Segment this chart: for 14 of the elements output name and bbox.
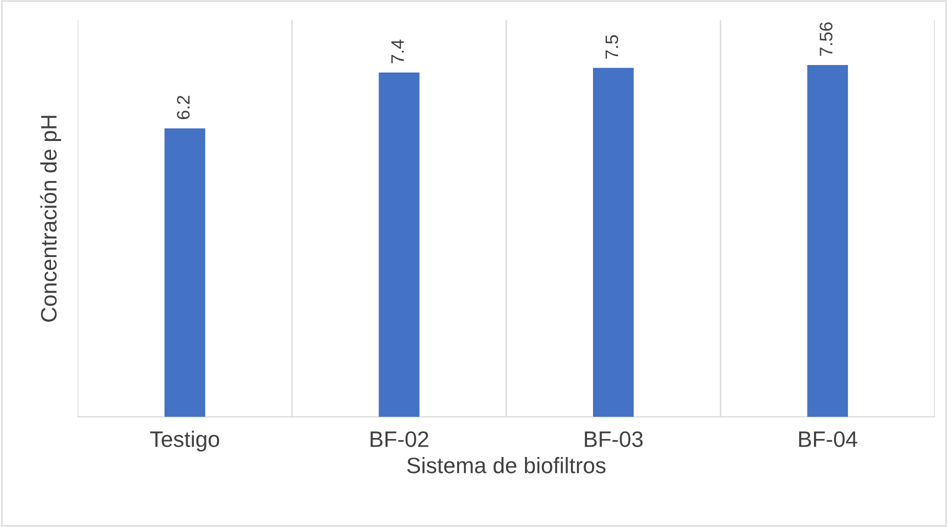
x-tick-label: BF-04: [799, 431, 858, 448]
y-axis-title: Concentración de pH: [40, 116, 62, 322]
x-axis-title: Sistema de biofiltros: [407, 457, 606, 474]
bar: [807, 65, 848, 417]
data-label: 6.2: [176, 96, 190, 120]
data-label: 7.56: [820, 22, 832, 56]
bar: [593, 68, 634, 417]
bar: [164, 128, 206, 417]
x-tick-label: BF-03: [584, 431, 643, 448]
x-tick-label: BF-02: [370, 431, 428, 448]
data-label: 7.4: [391, 40, 404, 64]
data-label: 7.5: [606, 35, 618, 59]
x-tick-label: Testigo: [150, 430, 220, 452]
bar: [378, 72, 420, 417]
